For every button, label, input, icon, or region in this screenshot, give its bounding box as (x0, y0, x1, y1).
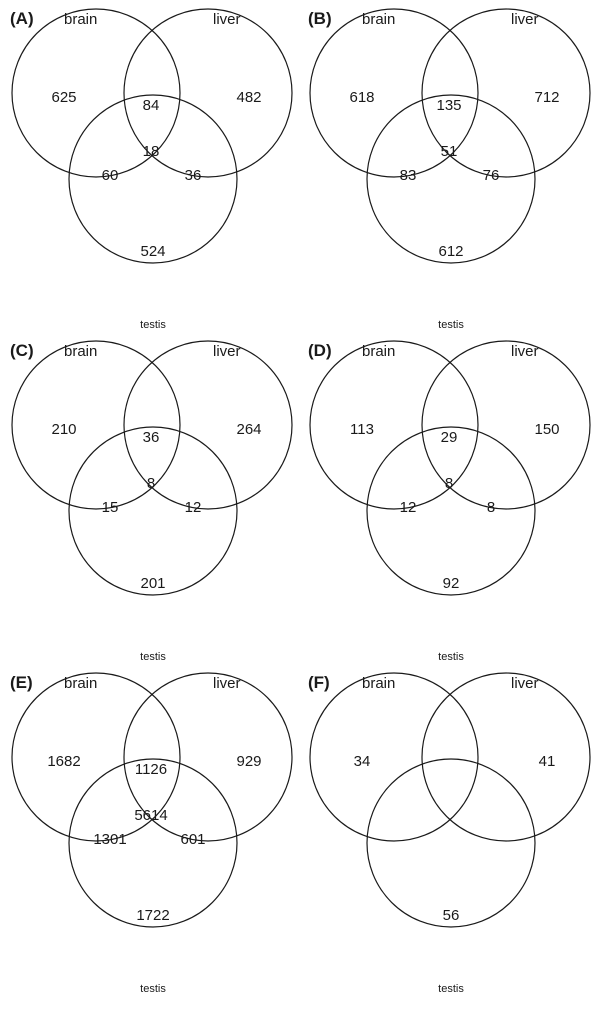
set-label-brain-e: brain (64, 675, 97, 692)
count-c-e: 1722 (136, 907, 169, 924)
count-ab-a: 84 (143, 97, 160, 114)
count-a-e: 1682 (47, 753, 80, 770)
set-label-liver-a: liver (213, 11, 241, 28)
count-c-f: 56 (443, 907, 460, 924)
set-label-brain-a: brain (64, 11, 97, 28)
count-b-d: 150 (534, 421, 559, 438)
set-label-testis-c: testis (140, 651, 166, 663)
set-label-testis-e: testis (140, 983, 166, 995)
count-c-c: 201 (140, 575, 165, 592)
venn-panel-f: (F) brain liver testis 34 41 56 (308, 672, 591, 995)
circle-brain-a (11, 8, 181, 178)
venn-panel-b: (B) brain liver testis 618 135 712 51 83 76 612 (308, 8, 591, 331)
circle-liver-b (421, 8, 591, 178)
venn-panel-e: (E) brain liver testis 1682 1126 929 5614 1301 60… (10, 672, 293, 995)
count-c-a: 524 (140, 243, 165, 260)
panel-label-c: (C) (10, 341, 34, 360)
circle-brain-d (309, 340, 479, 510)
count-ac-a: 60 (102, 167, 119, 184)
venn-panel-c: (C) brain liver testis 210 36 264 8 15 12 201 (10, 340, 293, 663)
count-bc-d: 8 (487, 499, 495, 516)
set-label-brain-c: brain (64, 343, 97, 360)
circle-brain-e (11, 672, 181, 842)
venn-panel-a: (A) brain liver testis 625 84 482 18 60 36 524 (10, 8, 293, 331)
panel-label-a: (A) (10, 9, 34, 28)
count-ac-c: 15 (102, 499, 119, 516)
set-label-brain-b: brain (362, 11, 395, 28)
set-label-testis-a: testis (140, 319, 166, 331)
panel-label-f: (F) (308, 673, 330, 692)
venn-panel-d: (D) brain liver testis 113 29 150 8 12 8 92 (308, 340, 591, 663)
circle-brain-c (11, 340, 181, 510)
count-bc-c: 12 (185, 499, 202, 516)
circle-brain-b (309, 8, 479, 178)
count-a-a: 625 (51, 89, 76, 106)
set-label-testis-f: testis (438, 983, 464, 995)
set-label-liver-b: liver (511, 11, 539, 28)
set-label-liver-e: liver (213, 675, 241, 692)
panel-label-d: (D) (308, 341, 332, 360)
panel-label-e: (E) (10, 673, 33, 692)
count-b-e: 929 (236, 753, 261, 770)
set-label-testis-d: testis (438, 651, 464, 663)
count-b-b: 712 (534, 89, 559, 106)
count-c-b: 612 (438, 243, 463, 260)
count-bc-a: 36 (185, 167, 202, 184)
panel-label-b: (B) (308, 9, 332, 28)
circle-testis-b (366, 94, 536, 264)
count-b-f: 41 (539, 753, 556, 770)
count-abc-c: 8 (147, 475, 155, 492)
circle-liver-e (123, 672, 293, 842)
set-label-testis-b: testis (438, 319, 464, 331)
count-a-c: 210 (51, 421, 76, 438)
count-ac-e: 1301 (93, 831, 126, 848)
count-b-c: 264 (236, 421, 261, 438)
count-a-b: 618 (349, 89, 374, 106)
count-ab-e: 1126 (135, 761, 167, 778)
circle-liver-d (421, 340, 591, 510)
count-bc-b: 76 (483, 167, 500, 184)
count-a-d: 113 (350, 421, 374, 438)
set-label-liver-c: liver (213, 343, 241, 360)
set-label-brain-d: brain (362, 343, 395, 360)
set-label-liver-f: liver (511, 675, 539, 692)
count-ac-d: 12 (400, 499, 417, 516)
count-a-f: 34 (354, 753, 371, 770)
circle-testis-c (68, 426, 238, 596)
set-label-liver-d: liver (511, 343, 539, 360)
circle-testis-f (366, 758, 536, 928)
circle-testis-a (68, 94, 238, 264)
count-c-d: 92 (443, 575, 460, 592)
count-ab-b: 135 (436, 97, 461, 114)
circle-liver-c (123, 340, 293, 510)
circle-testis-d (366, 426, 536, 596)
circle-testis-e (68, 758, 238, 928)
count-abc-a: 18 (143, 143, 160, 160)
count-ab-c: 36 (143, 429, 160, 446)
circle-liver-f (421, 672, 591, 842)
count-abc-d: 8 (445, 475, 453, 492)
count-b-a: 482 (236, 89, 261, 106)
count-bc-e: 601 (180, 831, 205, 848)
count-ac-b: 83 (400, 167, 417, 184)
count-ab-d: 29 (441, 429, 458, 446)
count-abc-e: 5614 (134, 807, 167, 824)
set-label-brain-f: brain (362, 675, 395, 692)
circle-brain-f (309, 672, 479, 842)
count-abc-b: 51 (441, 143, 458, 160)
circle-liver-a (123, 8, 293, 178)
